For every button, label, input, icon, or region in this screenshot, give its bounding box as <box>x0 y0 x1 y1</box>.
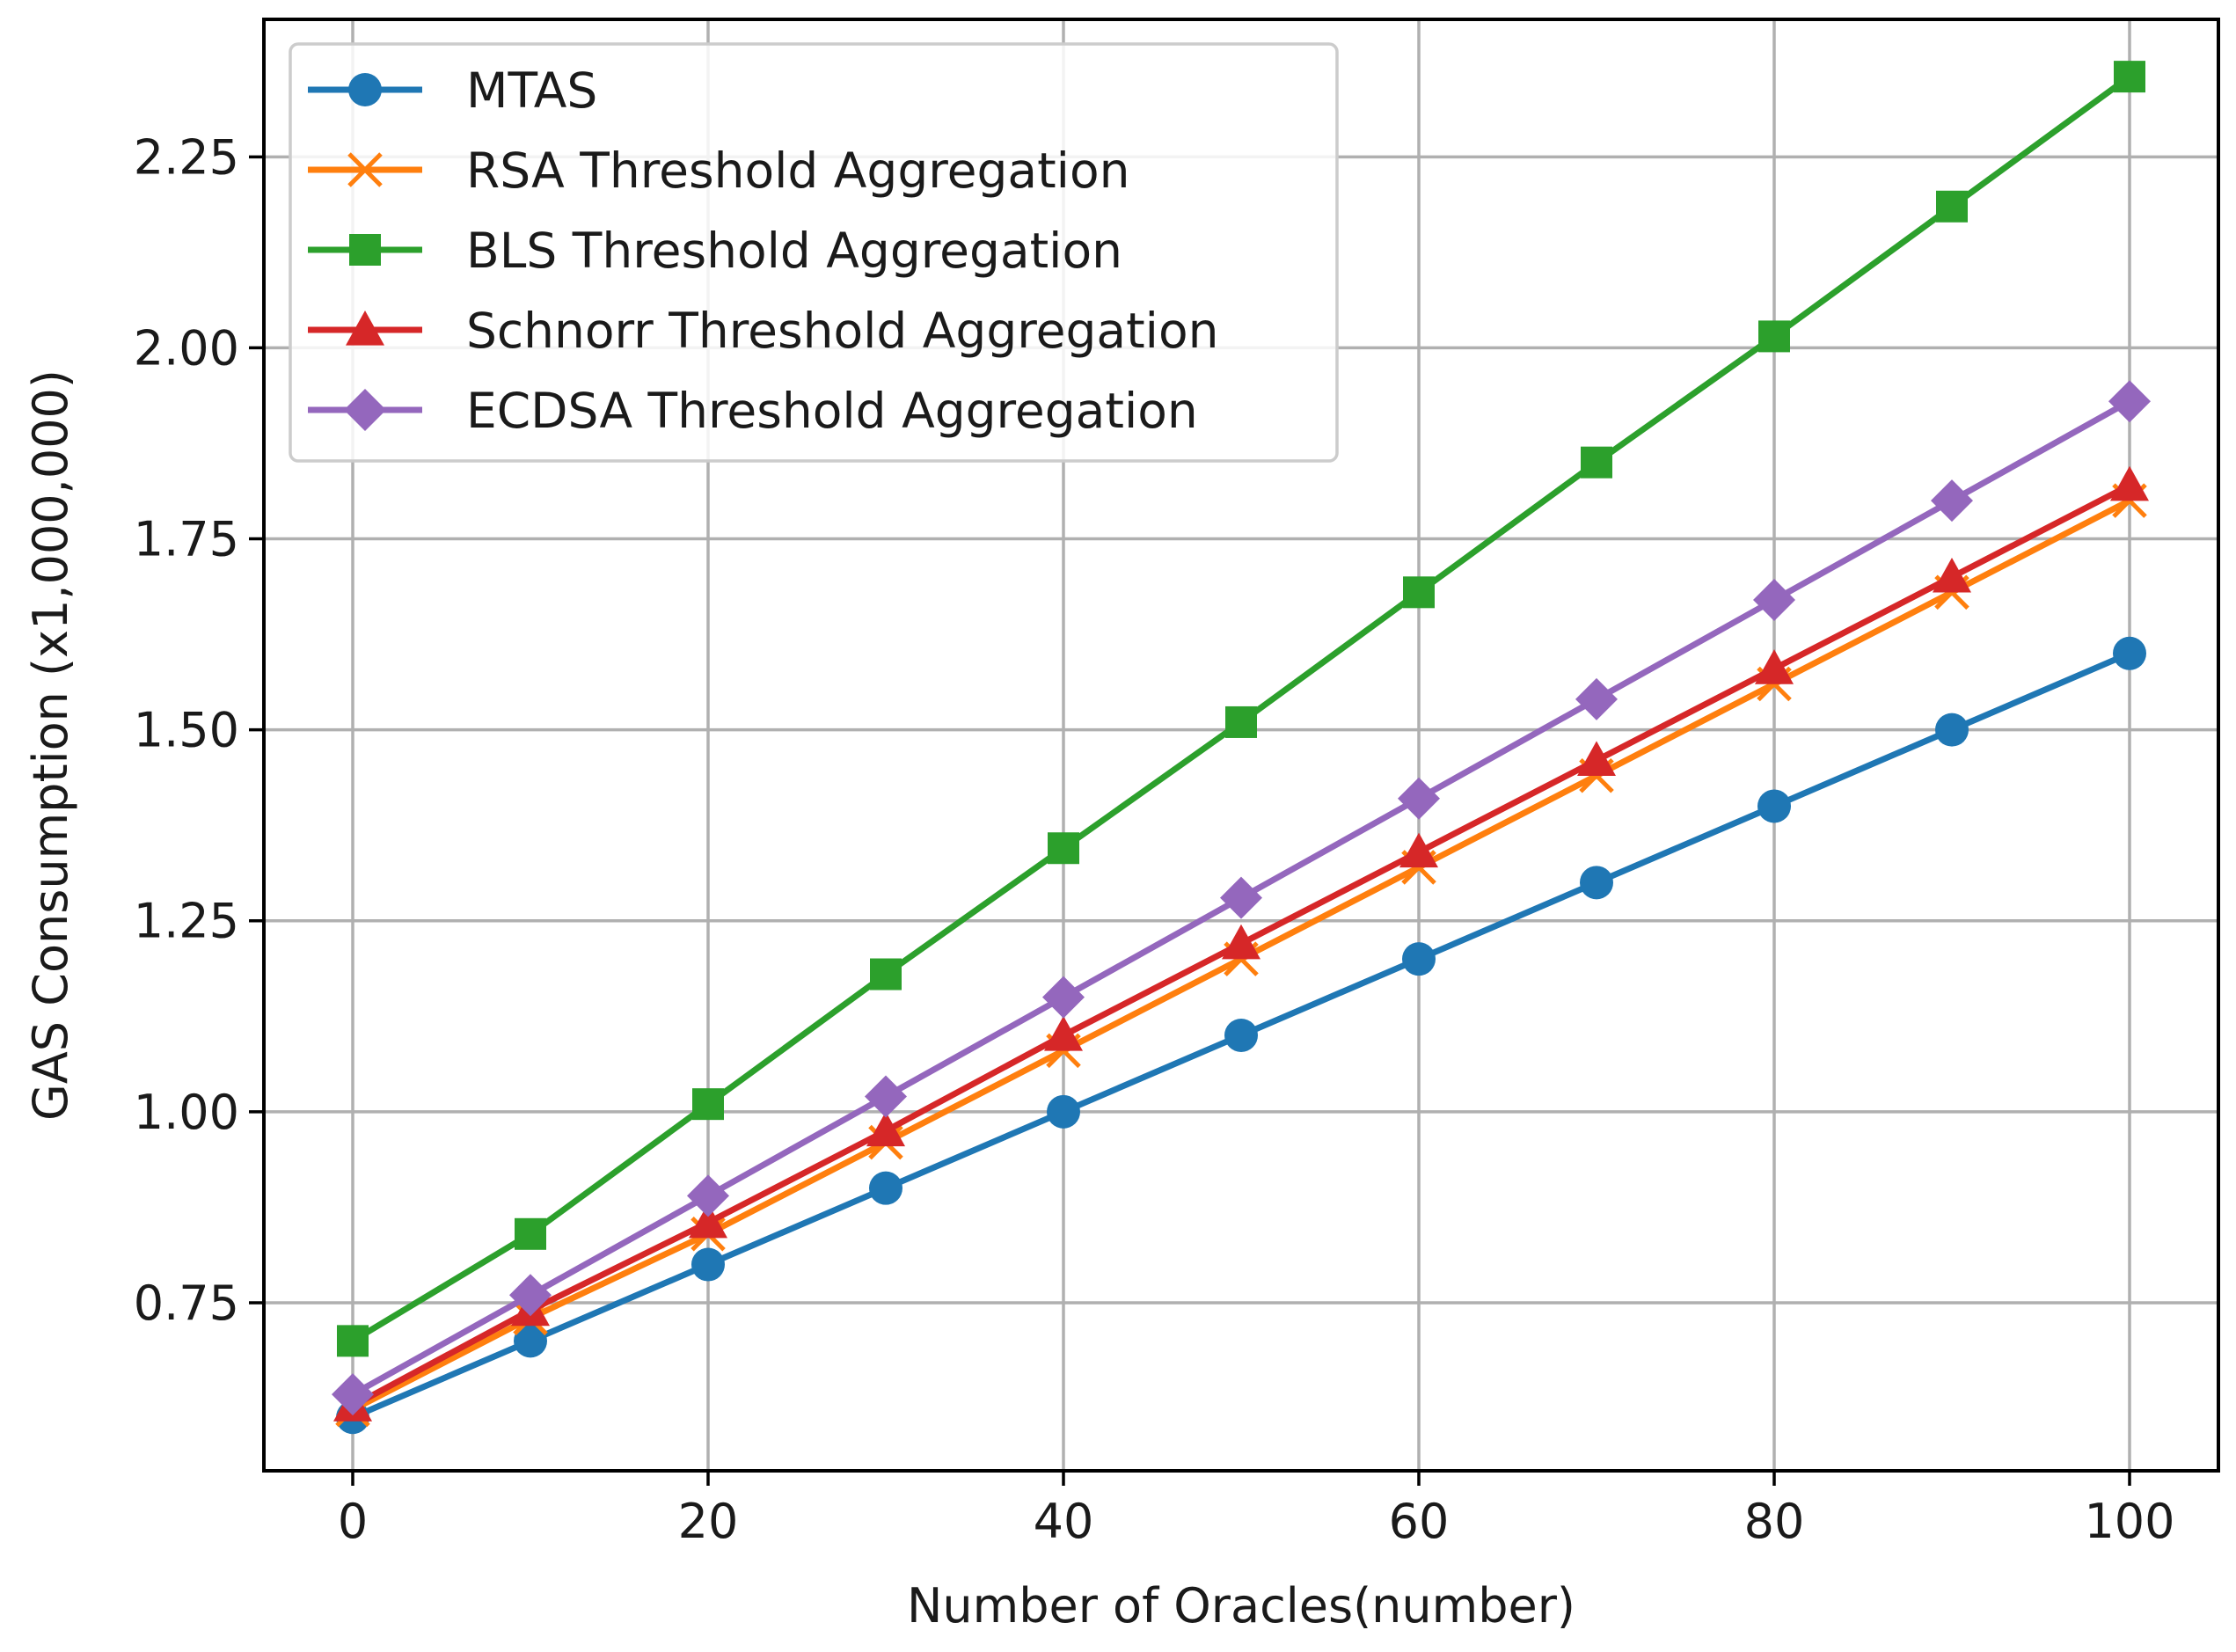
legend-box <box>289 42 1339 463</box>
y-tick-label: 1.75 <box>134 512 239 567</box>
y-tick-label: 1.50 <box>134 703 239 758</box>
legend-entry: ECDSA Threshold Aggregation <box>308 383 1198 439</box>
legend-label: ECDSA Threshold Aggregation <box>466 383 1198 439</box>
series-point <box>1755 649 1794 684</box>
y-tick-label: 0.75 <box>134 1276 239 1331</box>
series-point <box>1933 557 1971 593</box>
series-point <box>1403 576 1435 609</box>
series-point <box>1931 479 1973 523</box>
legend-label: BLS Threshold Aggregation <box>466 223 1122 279</box>
series-point <box>1581 446 1612 479</box>
series-point <box>514 1324 547 1358</box>
series-point <box>348 73 382 106</box>
series-point <box>870 958 902 990</box>
series-point <box>1048 832 1079 865</box>
series-point <box>515 1217 546 1250</box>
series-point <box>2113 636 2146 670</box>
series-point <box>349 234 381 266</box>
series-point <box>332 1373 374 1416</box>
series-point <box>337 1325 369 1357</box>
series-point <box>1220 876 1262 919</box>
plot-frame <box>262 18 2220 1473</box>
y-tick-label: 2.25 <box>134 129 239 185</box>
series-point <box>1936 190 1968 223</box>
series-point <box>1753 579 1795 621</box>
series-point <box>689 1202 727 1239</box>
y-axis-label: GAS Consumption (x1,000,000) <box>23 369 78 1121</box>
series-point <box>866 1111 905 1147</box>
x-tick-label: 40 <box>1034 1494 1094 1549</box>
legend-entry: BLS Threshold Aggregation <box>308 223 1122 279</box>
series-point <box>1758 320 1790 353</box>
series-point <box>1575 677 1618 720</box>
x-tick-label: 0 <box>338 1494 368 1549</box>
series-point <box>1222 924 1260 960</box>
legend-label: MTAS <box>466 62 597 119</box>
series-point <box>1399 832 1438 868</box>
series-bls-threshold-aggregation <box>337 61 2145 1357</box>
series-point <box>869 1171 902 1205</box>
series-point <box>2108 380 2151 423</box>
x-axis-label: Number of Oracles(number) <box>907 1578 1575 1634</box>
series-point <box>1044 1016 1083 1051</box>
series-point <box>344 389 386 431</box>
series-point <box>1757 789 1791 823</box>
series-point <box>1225 705 1257 738</box>
series-point <box>1577 741 1616 776</box>
y-tick-label: 2.00 <box>134 320 239 376</box>
x-tick-label: 80 <box>1744 1494 1805 1549</box>
series-point <box>1224 1019 1258 1052</box>
y-tick-label: 1.25 <box>134 894 239 949</box>
y-axis: 0.75 1.00 1.25 1.50 1.75 2.00 2.25 <box>134 129 264 1331</box>
series-point <box>1580 866 1613 900</box>
x-tick-label: 100 <box>2084 1494 2174 1549</box>
legend-entry: MTAS <box>308 62 597 119</box>
series-point <box>1042 976 1085 1019</box>
series-point <box>691 1247 725 1282</box>
series-point <box>347 152 383 187</box>
series-point <box>865 1075 907 1118</box>
series-point <box>1402 942 1436 976</box>
x-tick-label: 20 <box>678 1494 739 1549</box>
series-point <box>509 1274 552 1317</box>
legend-entry: Schnorr Threshold Aggregation <box>308 303 1218 359</box>
y-tick-label: 1.00 <box>134 1085 239 1140</box>
legend: MTAS RSA Threshold Aggregation BLS Thresho… <box>289 42 1339 463</box>
series-point <box>2114 61 2145 93</box>
series-point <box>1935 713 1969 747</box>
x-tick-label: 60 <box>1389 1494 1450 1549</box>
x-axis: 0 20 40 60 80 100 <box>338 1471 2175 1549</box>
series-ecdsa-threshold-aggregation <box>332 380 2151 1416</box>
series-layer <box>332 61 2151 1435</box>
series-point <box>692 1088 724 1121</box>
series-point <box>687 1174 729 1217</box>
series-point <box>346 311 384 346</box>
series-point <box>1047 1094 1080 1129</box>
legend-entry: RSA Threshold Aggregation <box>308 143 1129 199</box>
legend-label: Schnorr Threshold Aggregation <box>466 303 1218 359</box>
legend-label: RSA Threshold Aggregation <box>466 143 1129 199</box>
series-point <box>2110 465 2149 501</box>
series-point <box>1398 777 1440 820</box>
